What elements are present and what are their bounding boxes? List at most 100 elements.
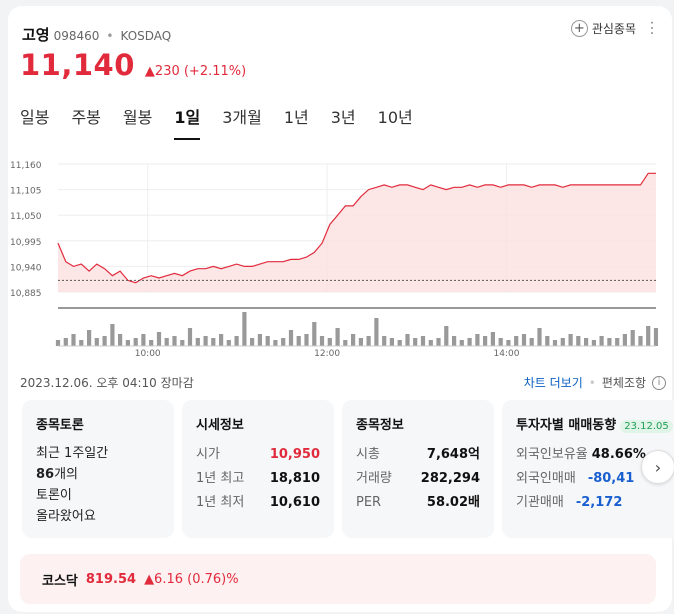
intraday-chart[interactable]: 11,160 11,105 11,050 10,995 10,940 10,885 10:0… — [8, 152, 658, 357]
label-foreign-ratio: 외국인보유율 — [516, 447, 588, 462]
volume-bar — [118, 334, 123, 346]
volume-bar — [630, 330, 635, 346]
price-block: 11,140 ▲230 (+2.11%) — [20, 48, 246, 82]
row-open: 시가 10,950 — [196, 443, 320, 467]
x-tick-label: 14:00 — [494, 349, 520, 357]
volume-bar — [55, 340, 61, 346]
y-tick-label: 10,995 — [10, 238, 42, 248]
y-tick-label: 10,940 — [10, 263, 42, 273]
volume-bar — [420, 336, 426, 346]
watchlist-button[interactable]: + 관심종목 — [570, 20, 636, 37]
volume-bar — [281, 338, 286, 346]
volume-bar — [382, 336, 387, 346]
x-tick-label: 12:00 — [314, 349, 340, 357]
volume-bar — [94, 338, 99, 346]
volume-bar — [506, 340, 511, 346]
volume-bar — [133, 338, 138, 346]
y-tick-label: 11,050 — [10, 212, 42, 222]
volume-bar — [459, 340, 464, 346]
volume-bar — [444, 326, 449, 346]
disclaimer-link[interactable]: 편체조항 — [601, 376, 646, 390]
value-year-high: 18,810 — [269, 471, 320, 486]
volume-bar — [653, 328, 658, 346]
volume-bar — [413, 338, 418, 346]
volume-bar — [389, 338, 394, 346]
chart-more-link[interactable]: 차트 더보기 — [523, 376, 583, 390]
volume-bar — [195, 338, 200, 346]
stock-info-card[interactable]: 종목정보 시총 7,648억 거래량 282,294 PER 58.02배 — [342, 400, 494, 538]
volume-bar — [584, 338, 589, 346]
volume-bar — [568, 334, 573, 346]
volume-bar — [273, 340, 278, 346]
volume-bar — [172, 336, 177, 346]
market-status: 2023.12.06. 오후 04:10 장마감 — [20, 376, 194, 390]
volume-bar — [405, 334, 410, 346]
volume-bar — [490, 332, 495, 346]
discussion-line-3: 토론이 — [36, 488, 72, 503]
volume-bar — [552, 340, 558, 346]
y-tick-label: 11,160 — [10, 161, 42, 171]
stock-header: 고영 098460 • KOSDAQ — [22, 24, 171, 45]
volume-bar — [226, 340, 231, 346]
stock-name[interactable]: 고영 — [22, 26, 50, 44]
tab-monthly[interactable]: 월봉 — [122, 108, 153, 127]
chart-links: 차트 더보기 • 편체조항 i — [524, 374, 666, 391]
value-foreign-trade: -80,41 — [587, 471, 635, 486]
plus-icon: + — [570, 20, 588, 37]
tab-daily[interactable]: 일봉 — [20, 108, 50, 127]
value-open: 10,950 — [269, 447, 320, 462]
volume-bar — [529, 338, 534, 346]
tab-3year[interactable]: 3년 — [330, 108, 356, 127]
volume-bar — [366, 336, 371, 346]
volume-bar — [102, 336, 107, 346]
volume-bar — [234, 336, 239, 346]
volume-bar — [63, 338, 68, 346]
tab-1day[interactable]: 1일 — [174, 104, 201, 140]
tab-3month[interactable]: 3개월 — [222, 108, 262, 127]
info-icon[interactable]: i — [652, 375, 666, 390]
volume-bar — [545, 336, 550, 346]
tab-weekly[interactable]: 주봉 — [71, 108, 101, 127]
watchlist-label: 관심종목 — [591, 22, 636, 36]
row-52w-low: 1년 최저 10,610 — [196, 491, 320, 515]
volume-bar — [219, 334, 224, 346]
kosdaq-index-bar[interactable]: 코스닥 819.54 ▲6.16 (0.76)% — [20, 554, 656, 604]
volume-bar — [211, 338, 216, 346]
volume-bar — [521, 334, 527, 346]
volume-bar — [250, 338, 255, 346]
volume-bar — [180, 340, 185, 346]
volume-bar — [327, 338, 332, 346]
volume-bar — [319, 336, 325, 346]
volume-bar — [110, 324, 115, 346]
current-price: 11,140 — [20, 48, 135, 82]
y-tick-label: 10,885 — [10, 289, 42, 299]
label-market-cap: 시총 — [356, 447, 380, 462]
discussion-card[interactable]: 종목토론 최근 1주일간 86개의 토론이 올라왔어요 — [22, 400, 174, 538]
volume-bar — [483, 336, 488, 346]
price-change: ▲230 (+2.11%) — [144, 64, 247, 79]
investor-card[interactable]: 투자자별 매매동향 23.12.05 외국인보유율 48.66% 외국인매매 -80,… — [502, 400, 674, 538]
investor-title-text: 투자자별 매매동향 — [516, 418, 617, 433]
more-menu-icon[interactable]: ⋯ — [643, 20, 662, 35]
market-info-card[interactable]: 시세정보 시가 10,950 1년 최고 18,810 1년 최저 10,610 — [182, 400, 334, 538]
volume-bar — [312, 322, 317, 346]
tab-1year[interactable]: 1년 — [283, 108, 309, 127]
label-open: 시가 — [196, 447, 220, 462]
volume-bar — [428, 340, 433, 346]
tab-10year[interactable]: 10년 — [377, 108, 413, 127]
discussion-text: 최근 1주일간 86개의 토론이 올라왔어요 — [36, 443, 160, 527]
next-card-button[interactable]: › — [641, 450, 674, 484]
market-info-title: 시세정보 — [196, 418, 244, 433]
volume-bar — [335, 328, 340, 346]
investor-title: 투자자별 매매동향 23.12.05 — [516, 414, 674, 433]
volume-bar — [537, 328, 542, 346]
discussion-line-2: 86개의 — [36, 464, 160, 485]
row-institution-trade: 기관매매 -2,172 — [516, 491, 674, 515]
stock-market: KOSDAQ — [120, 29, 172, 43]
volume-bar — [615, 338, 620, 346]
volume-bar — [79, 340, 84, 346]
row-52w-high: 1년 최고 18,810 — [196, 467, 320, 491]
volume-bar — [452, 336, 457, 346]
y-tick-label: 11,105 — [10, 187, 42, 197]
discussion-line-1: 최근 1주일간 — [36, 446, 109, 461]
